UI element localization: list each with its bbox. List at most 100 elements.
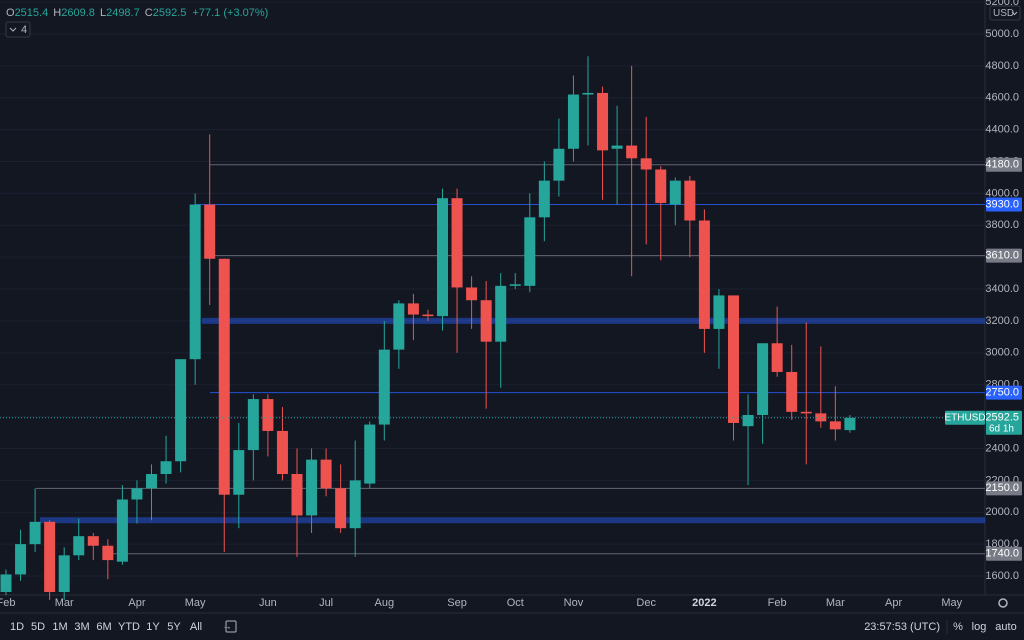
candle-body bbox=[451, 198, 463, 288]
candle-body bbox=[742, 415, 754, 427]
candle-body bbox=[218, 258, 230, 495]
x-tick-label: Jun bbox=[259, 597, 277, 609]
scale-button[interactable]: log bbox=[972, 621, 987, 633]
range-button[interactable]: 5D bbox=[31, 621, 45, 633]
candle-body bbox=[655, 169, 667, 203]
candle-body bbox=[262, 399, 274, 431]
range-button[interactable]: YTD bbox=[118, 621, 140, 633]
indicator-count: 4 bbox=[21, 24, 27, 36]
candle-body bbox=[466, 287, 478, 301]
x-tick-label: Mar bbox=[55, 597, 74, 609]
ohlc-value: 2592.5 bbox=[153, 7, 187, 19]
candle-body bbox=[728, 295, 739, 423]
candle-body bbox=[335, 488, 347, 529]
y-tick-label: 5000.0 bbox=[985, 28, 1019, 40]
level-label-box bbox=[986, 546, 1022, 561]
x-tick-label: Sep bbox=[447, 597, 467, 609]
range-button[interactable]: 1D bbox=[10, 621, 24, 633]
level-label-box bbox=[986, 481, 1022, 496]
x-tick-label: Oct bbox=[507, 597, 524, 609]
y-tick-label: 3800.0 bbox=[985, 219, 1019, 231]
currency-select[interactable] bbox=[989, 5, 1021, 21]
last-price-label: 2592.5 bbox=[985, 412, 1019, 424]
ohlc-key: L bbox=[100, 7, 106, 19]
candle-body bbox=[364, 424, 376, 484]
candle-body bbox=[116, 499, 128, 562]
candle-body bbox=[829, 421, 841, 430]
indicator-toggle[interactable] bbox=[5, 21, 31, 38]
candle-body bbox=[29, 521, 41, 545]
change: +77.1 (+3.07%) bbox=[192, 7, 268, 19]
x-tick-label: Dec bbox=[636, 597, 656, 609]
plot-area: 1600.01800.02000.02200.02400.02600.02800… bbox=[0, 0, 1022, 609]
range-button[interactable]: 6M bbox=[96, 621, 111, 633]
currency: USD bbox=[993, 8, 1014, 19]
candle-body bbox=[684, 180, 696, 221]
ohlc-value: 2515.4 bbox=[15, 7, 49, 19]
settings-icon[interactable] bbox=[998, 598, 1008, 608]
candle-body bbox=[611, 145, 623, 149]
range-button[interactable]: 5Y bbox=[167, 621, 181, 633]
level-label: 1740.0 bbox=[985, 548, 1019, 560]
ohlc-key: C bbox=[145, 7, 153, 19]
candle-body bbox=[131, 488, 143, 500]
candle-body bbox=[553, 148, 565, 181]
level-label: 3610.0 bbox=[985, 249, 1019, 261]
candle-body bbox=[247, 399, 259, 451]
candle-body bbox=[58, 555, 70, 592]
x-tick-label: Aug bbox=[375, 597, 395, 609]
date-range-icon[interactable] bbox=[225, 620, 237, 633]
symbol-label: ETHUSD bbox=[944, 412, 985, 423]
y-tick-label: 4000.0 bbox=[985, 187, 1019, 199]
level-label: 4180.0 bbox=[985, 159, 1019, 171]
candle-body bbox=[276, 430, 288, 474]
candle-body bbox=[306, 459, 318, 516]
level-label: 3930.0 bbox=[985, 198, 1019, 210]
ohlc-value: 2609.8 bbox=[61, 7, 95, 19]
range-button[interactable]: 1Y bbox=[146, 621, 160, 633]
scale-button[interactable]: % bbox=[953, 621, 963, 633]
level-label-box bbox=[986, 385, 1022, 400]
chevron-icon bbox=[1011, 11, 1018, 16]
ohlc-legend: O2515.4 H2609.8 L2498.7 C2592.5 +77.1 (+… bbox=[6, 7, 268, 19]
x-tick-label: Apr bbox=[885, 597, 902, 609]
y-tick-label: 2000.0 bbox=[985, 506, 1019, 518]
candle-body bbox=[495, 285, 507, 342]
x-tick-label: Apr bbox=[128, 597, 145, 609]
candle-body bbox=[509, 284, 521, 286]
x-tick-label: Feb bbox=[768, 597, 787, 609]
range-button[interactable]: 1M bbox=[52, 621, 67, 633]
range-button[interactable]: 3M bbox=[74, 621, 89, 633]
candle-body bbox=[757, 343, 769, 416]
candle-body bbox=[815, 413, 827, 422]
candle-body bbox=[437, 198, 448, 317]
range-button[interactable]: All bbox=[190, 621, 202, 633]
x-tick-label: Feb bbox=[0, 597, 15, 609]
x-tick-label: Mar bbox=[826, 597, 845, 609]
candle-body bbox=[15, 544, 27, 575]
level-label: 2150.0 bbox=[985, 482, 1019, 494]
candle-body bbox=[713, 295, 725, 329]
candle-body bbox=[844, 417, 856, 431]
candle-body bbox=[698, 220, 710, 329]
y-tick-label: 2400.0 bbox=[985, 442, 1019, 454]
y-tick-label: 4400.0 bbox=[985, 124, 1019, 136]
candle-body bbox=[378, 349, 390, 425]
candle-body bbox=[320, 459, 332, 489]
scale-button[interactable]: auto bbox=[995, 621, 1016, 633]
y-tick-label: 3200.0 bbox=[985, 315, 1019, 327]
level-label: 2750.0 bbox=[985, 387, 1019, 399]
candle-body bbox=[422, 314, 434, 317]
ohlc-key: H bbox=[53, 7, 61, 19]
candle-body bbox=[786, 371, 798, 412]
y-tick-label: 1600.0 bbox=[985, 570, 1019, 582]
chevron-icon bbox=[9, 27, 17, 32]
level-label-box bbox=[986, 248, 1022, 263]
x-tick-label: Jul bbox=[319, 597, 333, 609]
candle-body bbox=[407, 303, 419, 315]
candle-body bbox=[538, 180, 550, 218]
y-tick-label: 4800.0 bbox=[985, 60, 1019, 72]
candle-body bbox=[291, 473, 303, 516]
clock: 23:57:53 (UTC) bbox=[864, 621, 940, 633]
